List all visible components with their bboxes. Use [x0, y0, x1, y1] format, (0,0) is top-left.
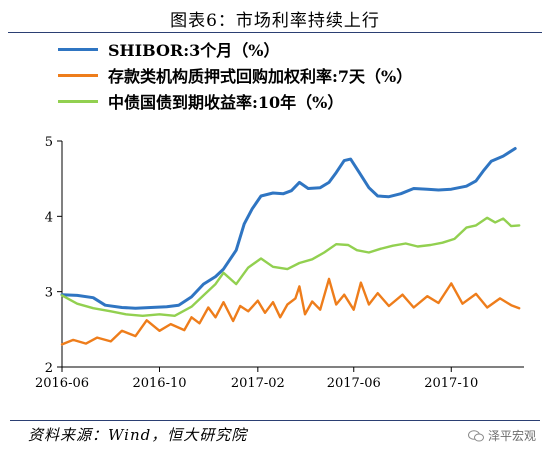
series-line-bond: [60, 216, 521, 317]
x-tick-label: 2017-06: [327, 376, 381, 391]
legend: SHIBOR:3个月（%） 存款类机构质押式回购加权利率:7天（%） 中债国债到…: [58, 36, 412, 114]
x-tick-label: 2017-02: [231, 376, 285, 391]
title-divider: [8, 32, 542, 33]
x-tick-label: 2017-10: [424, 376, 478, 391]
footer-divider: [10, 420, 540, 421]
series-layer: [60, 147, 521, 346]
legend-item-deposit-repo: 存款类机构质押式回购加权利率:7天（%）: [58, 62, 412, 88]
legend-item-shibor: SHIBOR:3个月（%）: [58, 36, 412, 62]
tick-labels: 2 3 4 5 2016-06 2016-10 2017-02 2017-06 2017-10: [35, 135, 478, 391]
x-tick-label: 2016-06: [35, 376, 89, 391]
chart-title: 图表6：市场利率持续上行: [170, 11, 380, 31]
watermark-label: 泽平宏观: [487, 429, 536, 443]
series-line-deposit: [60, 277, 521, 346]
legend-swatch-shibor: [58, 47, 98, 51]
source-note: 资料来源：Wind，恒大研究院: [28, 426, 248, 444]
legend-swatch-deposit-repo: [58, 73, 98, 77]
watermark: 泽平宏观: [467, 427, 536, 444]
chart-axes: [57, 140, 524, 372]
y-tick-label: 2: [45, 361, 53, 376]
wechat-icon: [467, 429, 484, 441]
legend-label-shibor: SHIBOR:3个月（%）: [108, 41, 280, 60]
legend-label-treasury-10y: 中债国债到期收益率:10年（%）: [108, 93, 344, 112]
y-tick-label: 3: [45, 286, 53, 301]
legend-item-treasury-10y: 中债国债到期收益率:10年（%）: [58, 88, 412, 114]
legend-label-deposit-repo: 存款类机构质押式回购加权利率:7天（%）: [108, 67, 413, 86]
x-tick-label: 2016-10: [132, 376, 186, 391]
series-line-shibor: [60, 147, 517, 310]
y-tick-label: 4: [45, 210, 53, 225]
legend-swatch-treasury-10y: [58, 99, 98, 103]
y-tick-label: 5: [45, 135, 53, 150]
